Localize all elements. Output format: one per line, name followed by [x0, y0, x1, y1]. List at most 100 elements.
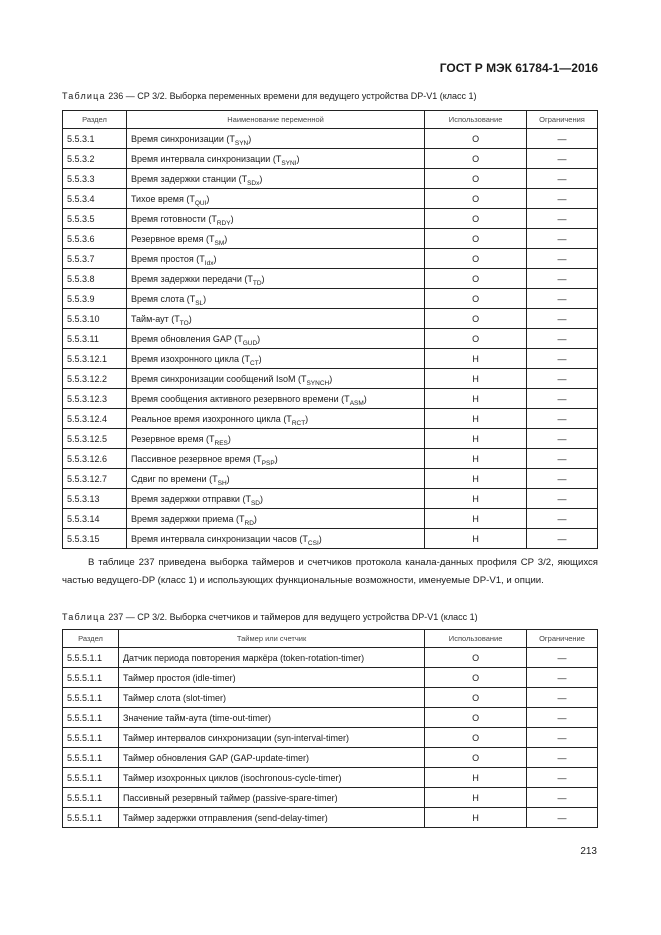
usage-cell: H	[424, 807, 528, 828]
limit-cell: —	[526, 428, 598, 449]
name-cell: Таймер изохронных циклов (isochronous-cy…	[117, 767, 426, 788]
usage-cell: O	[424, 727, 528, 748]
section-cell: 5.5.3.8	[62, 268, 127, 289]
name-text: Тихое время (T	[130, 193, 195, 204]
name-text: Значение тайм-аута (time-out-timer)	[122, 712, 272, 723]
section-cell: 5.5.3.13	[62, 488, 127, 509]
name-text: Время сообщения активного резервного вре…	[130, 393, 350, 404]
limit-cell: —	[526, 148, 598, 169]
table-row: 5.5.3.12.4 Реальное время изохронного цик…	[62, 408, 598, 429]
section-cell: 5.5.3.12.2	[62, 368, 127, 389]
name-cell: Время изохронного цикла (TCT)	[125, 348, 426, 369]
name-cell: Время сообщения активного резервного вре…	[125, 388, 426, 409]
section-cell: 5.5.5.1.1	[62, 687, 119, 708]
usage-cell: O	[424, 288, 528, 309]
table-row: 5.5.3.12.6 Пассивное резервное время (TPS…	[62, 448, 598, 469]
subscript: PSP	[261, 459, 275, 467]
column-header: Ограничение	[526, 629, 598, 648]
column-header: Ограничения	[526, 110, 598, 129]
name-text: Время синхронизации сообщений IsoM (T	[130, 373, 307, 384]
subscript: SD	[250, 499, 260, 507]
subscript: RD	[244, 519, 254, 527]
name-text: Сдвиг по времени (T	[130, 473, 218, 484]
subscript: CSI	[307, 539, 319, 547]
subscript: SYN	[234, 139, 249, 147]
name-cell: Время интервала синхронизации (TSYNI)	[125, 148, 426, 169]
name-cell: Время синхронизации (TSYN)	[125, 128, 426, 149]
column-header: Раздел	[62, 110, 127, 129]
usage-cell: O	[424, 687, 528, 708]
usage-cell: O	[424, 128, 528, 149]
section-cell: 5.5.3.7	[62, 248, 127, 269]
name-cell: Таймер интервалов синхронизации (syn-int…	[117, 727, 426, 748]
section-cell: 5.5.5.1.1	[62, 787, 119, 808]
table-row: 5.5.5.1.1 Таймер изохронных циклов (isoch…	[62, 767, 598, 788]
name-cell: Время обновления GAP (TGUD)	[125, 328, 426, 349]
limit-cell: —	[526, 747, 598, 768]
name-cell: Время готовности (TRDY)	[125, 208, 426, 229]
section-cell: 5.5.3.12.1	[62, 348, 127, 369]
name-text: Резервное время (T	[130, 433, 215, 444]
section-cell: 5.5.3.2	[62, 148, 127, 169]
section-cell: 5.5.3.12.5	[62, 428, 127, 449]
limit-cell: —	[526, 687, 598, 708]
name-text: Тайм-аут (T	[130, 313, 180, 324]
table-row: 5.5.3.10 Тайм-аут (TTO) O —	[62, 308, 598, 329]
table-row: 5.5.3.2 Время интервала синхронизации (TS…	[62, 148, 598, 169]
usage-cell: O	[424, 268, 528, 289]
limit-cell: —	[526, 128, 598, 149]
usage-cell: O	[424, 647, 528, 668]
table-row: 5.5.5.1.1 Таймер обновления GAP (GAP-upda…	[62, 747, 598, 768]
subscript: SYNI	[281, 159, 297, 167]
name-text: Время простоя (T	[130, 253, 205, 264]
section-cell: 5.5.5.1.1	[62, 647, 119, 668]
section-cell: 5.5.3.5	[62, 208, 127, 229]
section-cell: 5.5.5.1.1	[62, 807, 119, 828]
column-header: Раздел	[62, 629, 119, 648]
limit-cell: —	[526, 368, 598, 389]
usage-cell: H	[424, 388, 528, 409]
limit-cell: —	[526, 667, 598, 688]
subscript: RCT	[291, 419, 306, 427]
usage-cell: H	[424, 528, 528, 549]
limit-cell: —	[526, 448, 598, 469]
table-row: 5.5.5.1.1 Датчик периода повторения маркё…	[62, 647, 598, 668]
name-text: Таймер задержки отправления (send-delay-…	[122, 812, 328, 823]
subscript: RES	[214, 439, 228, 447]
section-cell: 5.5.5.1.1	[62, 667, 119, 688]
table-row: 5.5.3.12.5 Резервное время (TRES) H —	[62, 428, 598, 449]
limit-cell: —	[526, 308, 598, 329]
section-cell: 5.5.5.1.1	[62, 767, 119, 788]
name-text: Время задержки передачи (T	[130, 273, 253, 284]
body-paragraph: В таблице 237 приведена выборка таймеров…	[62, 557, 598, 586]
limit-cell: —	[526, 348, 598, 369]
name-text: Таймер слота (slot-timer)	[122, 692, 226, 703]
name-text: Таймер простоя (idle-timer)	[122, 672, 236, 683]
subscript: QUI	[194, 199, 207, 207]
table-row: 5.5.3.7 Время простоя (TIdx) O —	[62, 248, 598, 269]
name-text: Датчик периода повторения маркёра (token…	[122, 652, 365, 663]
limit-cell: —	[526, 767, 598, 788]
table-row: 5.5.3.1 Время синхронизации (TSYN) O —	[62, 128, 598, 149]
subscript: TO	[179, 319, 189, 327]
usage-cell: O	[424, 148, 528, 169]
name-text: Время задержки станции (T	[130, 173, 248, 184]
column-header: Использование	[424, 629, 528, 648]
name-text: Таймер обновления GAP (GAP-update-timer)	[122, 752, 309, 763]
name-cell: Время синхронизации сообщений IsoM (TSYN…	[125, 368, 426, 389]
table-row: 5.5.3.3 Время задержки станции (TSDx) O —	[62, 168, 598, 189]
subscript: SYNCH	[306, 379, 330, 387]
usage-cell: H	[424, 348, 528, 369]
usage-cell: O	[424, 208, 528, 229]
limit-cell: —	[526, 488, 598, 509]
subscript: SL	[195, 299, 204, 307]
name-cell: Значение тайм-аута (time-out-timer)	[117, 707, 426, 728]
table-row: 5.5.3.6 Резервное время (TSM) O —	[62, 228, 598, 249]
section-cell: 5.5.3.12.4	[62, 408, 127, 429]
table-row: 5.5.5.1.1 Значение тайм-аута (time-out-ti…	[62, 707, 598, 728]
table-row: 5.5.3.12.2 Время синхронизации сообщений …	[62, 368, 598, 389]
limit-cell: —	[526, 288, 598, 309]
limit-cell: —	[526, 528, 598, 549]
name-cell: Резервное время (TRES)	[125, 428, 426, 449]
